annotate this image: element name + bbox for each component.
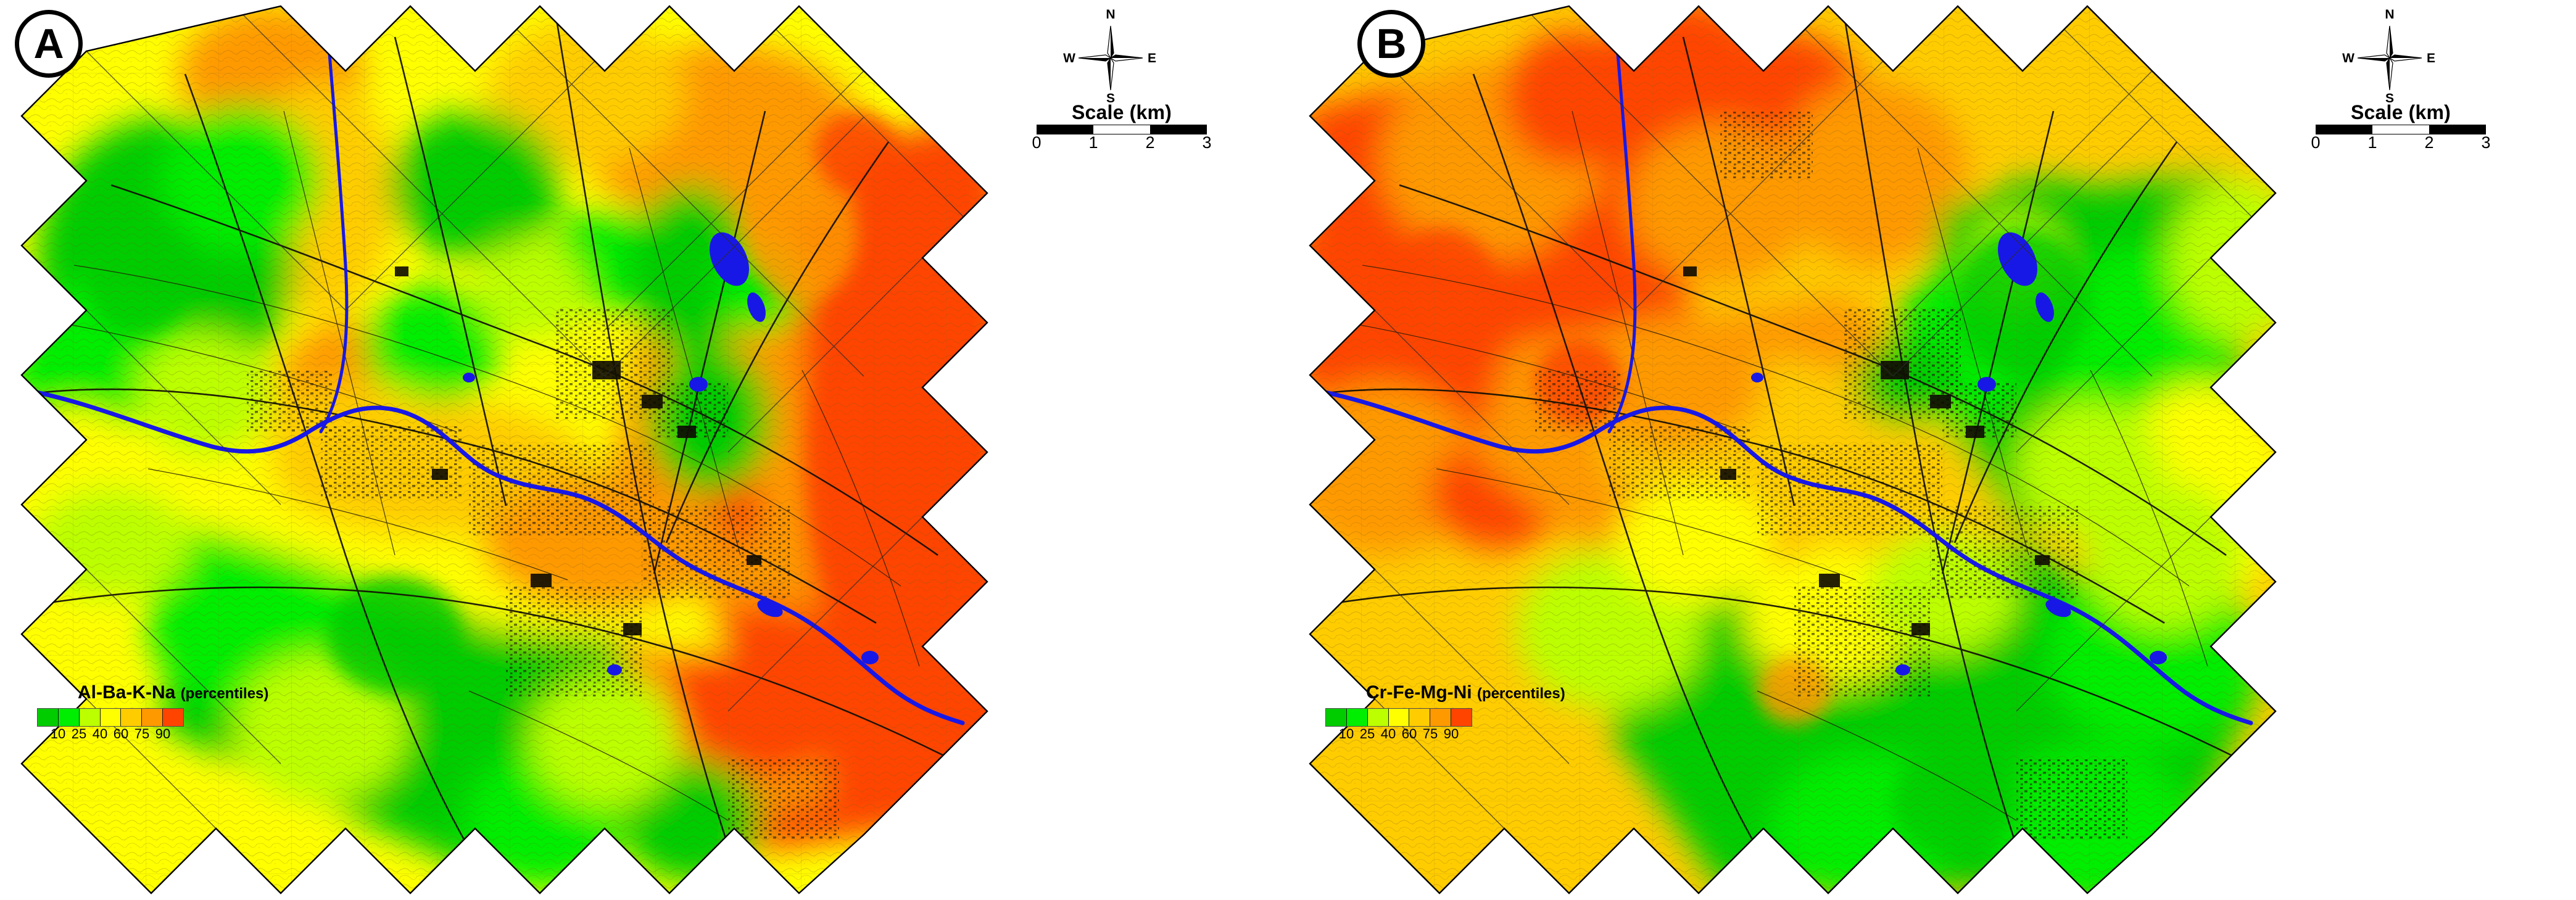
legend-tick-90: 90 [155,726,171,741]
legend-tick-10: 10 [50,726,66,741]
scale-bar-ticks: 0 1 2 3 [2311,133,2490,153]
scale-seg-2-3 [1149,125,1206,134]
legend-title-unit: (percentiles) [1476,685,1565,702]
scale-tick-2: 2 [2424,133,2434,152]
scale-bar-a: Scale (km) 0 1 2 3 [1032,101,1211,153]
legend-title-a: Al-Ba-K-Na (percentiles) [37,683,268,702]
map-canvas-a [20,5,988,894]
compass-west-label: W [1063,51,1075,65]
panel-label-b: B [1357,10,1425,78]
legend-tick-10: 10 [1338,726,1354,741]
scale-seg-1-2 [1093,125,1150,134]
legend-ticks-a: 10 25 40 60 75 90 [37,727,184,744]
legend-b: Cr-Fe-Mg-Ni (percentiles) 10 25 40 60 75… [1325,683,1565,744]
map-body-b [1310,6,2276,893]
legend-tick-25: 25 [1359,726,1375,741]
legend-swatch-6 [1451,709,1472,726]
scale-tick-0: 0 [1032,133,1042,152]
scale-tick-0: 0 [2311,133,2321,152]
legend-swatch-3 [1388,709,1410,726]
legend-title-main: Cr-Fe-Mg-Ni [1366,682,1472,703]
compass-north-label: N [2385,7,2394,22]
scale-tick-1: 1 [1088,133,1098,152]
compass-west-label: W [2342,51,2354,65]
legend-colorbar-b [1325,708,1472,727]
legend-tick-60: 60 [113,726,129,741]
legend-swatch-1 [1346,709,1368,726]
compass-north-label: N [1106,7,1115,22]
legend-title-main: Al-Ba-K-Na [78,682,176,703]
scale-tick-3: 3 [1202,133,1212,152]
scale-tick-2: 2 [1145,133,1155,152]
scale-bar-segments [2316,125,2486,134]
legend-swatch-6 [163,709,184,726]
compass-rose-b: N S E W [2337,1,2442,106]
legend-a: Al-Ba-K-Na (percentiles) 10 25 40 60 75 … [37,683,268,744]
scale-seg-0-1 [1037,125,1094,134]
scale-bar-ticks: 0 1 2 3 [1032,133,1211,153]
scale-tick-1: 1 [2367,133,2377,152]
legend-swatch-4 [1409,709,1431,726]
panel-b: B N S E W Scale (km) [1288,0,2576,900]
scale-seg-1-2 [2372,125,2429,134]
legend-title-unit: (percentiles) [180,685,269,702]
legend-ticks-b: 10 25 40 60 75 90 [1325,727,1472,744]
scale-bar-segments [1037,125,1207,134]
scale-bar-title: Scale (km) [2350,101,2451,123]
legend-tick-75: 75 [1422,726,1438,741]
legend-swatch-3 [100,709,122,726]
legend-swatch-2 [79,709,101,726]
scale-seg-2-3 [2429,125,2485,134]
scale-bar-b: Scale (km) 0 1 2 3 [2311,101,2490,153]
legend-swatch-5 [142,709,164,726]
legend-title-b: Cr-Fe-Mg-Ni (percentiles) [1325,683,1565,702]
legend-tick-40: 40 [92,726,108,741]
legend-swatch-1 [58,709,80,726]
compass-east-label: E [2427,51,2435,65]
legend-swatch-4 [121,709,143,726]
legend-swatch-0 [38,709,59,726]
scale-seg-0-1 [2316,125,2373,134]
compass-east-label: E [1148,51,1156,65]
legend-tick-25: 25 [71,726,87,741]
legend-swatch-2 [1367,709,1389,726]
compass-south-label: S [1106,91,1115,105]
scale-bar-title: Scale (km) [1071,101,1172,123]
legend-swatch-0 [1326,709,1347,726]
panel-a: A N S E W Scale (km) [15,1,1212,894]
legend-tick-40: 40 [1380,726,1396,741]
legend-swatch-5 [1430,709,1452,726]
scale-tick-3: 3 [2481,133,2491,152]
legend-tick-90: 90 [1443,726,1459,741]
legend-colorbar-a [37,708,184,727]
panel-label-a: A [15,10,83,78]
compass-rose-a: N S E W [1058,1,1163,106]
compass-south-label: S [2385,91,2394,105]
legend-tick-75: 75 [134,726,150,741]
legend-tick-60: 60 [1401,726,1417,741]
map-canvas-b [1288,0,2576,900]
map-body-a [22,6,987,893]
